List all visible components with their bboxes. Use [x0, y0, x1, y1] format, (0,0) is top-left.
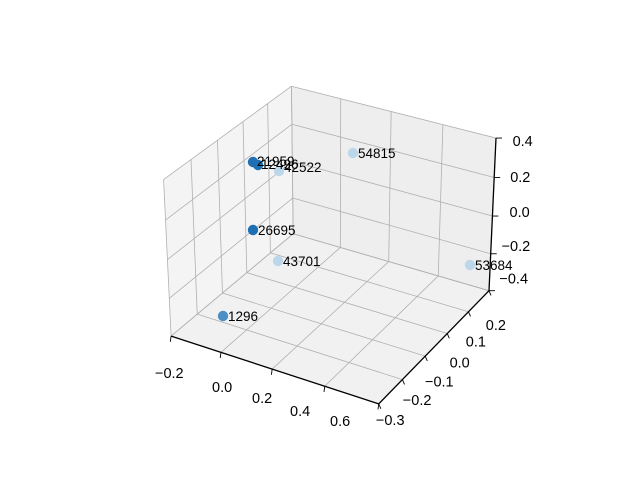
svg-text:26695: 26695 [258, 223, 296, 238]
svg-text:−0.2: −0.2 [502, 239, 531, 255]
svg-text:−0.4: −0.4 [499, 271, 528, 287]
svg-text:0.1: 0.1 [466, 335, 486, 351]
svg-text:43701: 43701 [283, 254, 321, 269]
svg-text:−0.2: −0.2 [403, 393, 432, 409]
svg-text:0.2: 0.2 [252, 391, 272, 407]
svg-text:−0.1: −0.1 [425, 374, 454, 390]
svg-text:0.2: 0.2 [486, 318, 506, 334]
svg-text:0.2: 0.2 [510, 170, 530, 186]
svg-text:0.4: 0.4 [513, 134, 533, 150]
svg-text:0.4: 0.4 [290, 404, 310, 420]
svg-text:54815: 54815 [358, 146, 396, 161]
svg-text:0.0: 0.0 [212, 380, 232, 396]
svg-text:−0.2: −0.2 [155, 366, 184, 382]
svg-text:53684: 53684 [475, 258, 513, 273]
svg-text:0.0: 0.0 [450, 356, 470, 372]
svg-text:0.0: 0.0 [510, 205, 530, 221]
svg-text:−0.3: −0.3 [376, 413, 405, 429]
svg-text:42522: 42522 [284, 160, 322, 175]
svg-text:1296: 1296 [228, 309, 258, 324]
svg-text:0.6: 0.6 [330, 414, 350, 430]
